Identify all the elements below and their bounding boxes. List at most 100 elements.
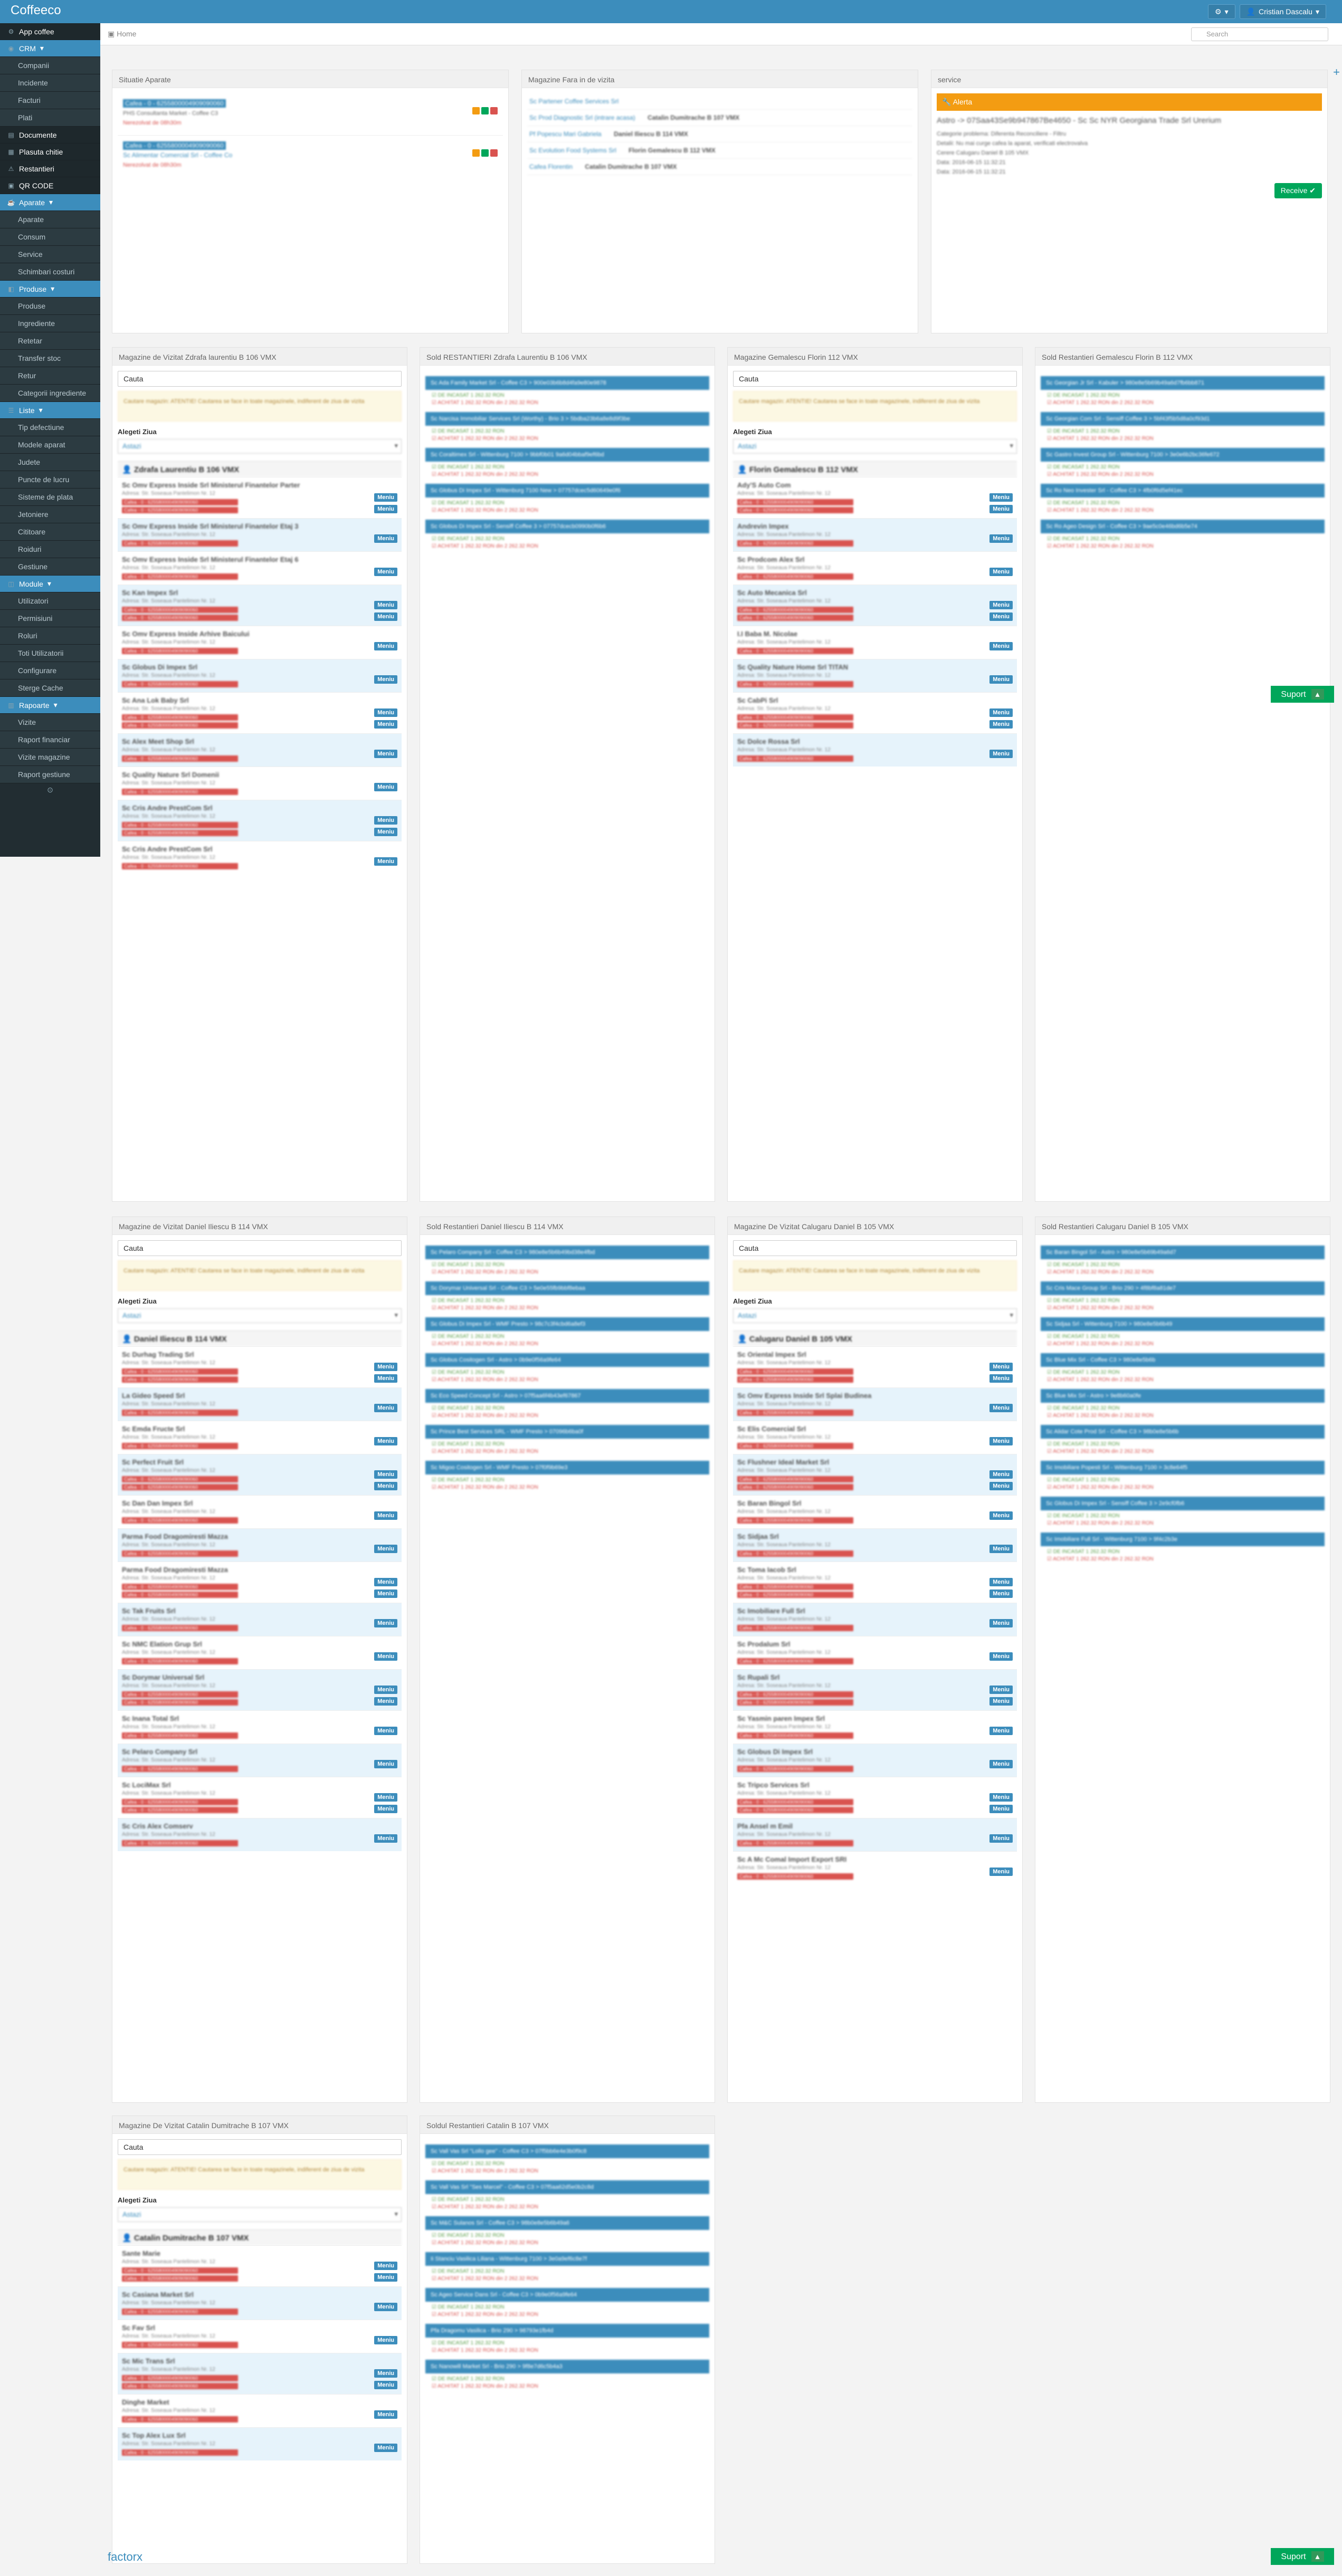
menu-button[interactable]: Meniu bbox=[374, 750, 397, 758]
debtor-machine[interactable]: Pfa Dragomu Vasilica - Brio 290 > 98793e… bbox=[425, 2324, 709, 2338]
debtor-machine[interactable]: Sc Sidjaa Srl - Wittenburg 7100 > 980e8e… bbox=[1041, 1317, 1325, 1331]
list-item[interactable]: Sc Mic Trans Srl Adresa: Str. Soseaua Pan… bbox=[118, 2353, 402, 2394]
debtor-machine[interactable]: Sc Nanowill Market Srl - Brio 290 > 9f8e… bbox=[425, 2360, 709, 2373]
menu-button[interactable]: Meniu bbox=[374, 675, 397, 684]
debtor-machine[interactable]: Sc Alidar Cote Prod Srl - Coffee C3 > 98… bbox=[1041, 1425, 1325, 1439]
unvisited-shop-row[interactable]: Sc Partener Coffee Services Srl bbox=[527, 93, 912, 110]
list-item[interactable]: Sc Cris Andre PrestCom Srl Adresa: Str. S… bbox=[118, 800, 402, 841]
menu-button[interactable]: Meniu bbox=[989, 1697, 1013, 1706]
sidebar-item[interactable]: ⚠ Restantieri bbox=[0, 160, 100, 177]
list-item[interactable]: Sc A Mc Comal Import Export SRI Adresa: S… bbox=[733, 1851, 1017, 1884]
list-item[interactable]: Sc Dorymar Universal Srl Adresa: Str. Sos… bbox=[118, 1669, 402, 1710]
sidebar-item[interactable]: Consum bbox=[0, 228, 100, 246]
menu-button[interactable]: Meniu bbox=[374, 505, 397, 513]
search-input[interactable]: Cauta bbox=[118, 2139, 402, 2155]
support-button-bottom[interactable]: Suport ▴ bbox=[1271, 2548, 1334, 2565]
collapse-sidebar-icon[interactable]: ⊙ bbox=[47, 786, 53, 794]
sidebar-item[interactable]: Roluri bbox=[0, 627, 100, 645]
menu-button[interactable]: Meniu bbox=[374, 1437, 397, 1445]
list-item[interactable]: Sc Cris Alex Comserv Adresa: Str. Soseaua… bbox=[118, 1818, 402, 1851]
list-item[interactable]: Sc Sidjaa Srl Adresa: Str. Soseaua Pantel… bbox=[733, 1528, 1017, 1562]
menu-button[interactable]: Meniu bbox=[374, 601, 397, 609]
menu-button[interactable]: Meniu bbox=[374, 1652, 397, 1661]
sidebar-item[interactable]: Aparate bbox=[0, 211, 100, 228]
menu-button[interactable]: Meniu bbox=[374, 1363, 397, 1371]
list-item[interactable]: Sc Kan Impex Srl Adresa: Str. Soseaua Pan… bbox=[118, 585, 402, 626]
list-item[interactable]: Sc Durhag Trading Srl Adresa: Str. Soseau… bbox=[118, 1346, 402, 1387]
debtor-machine[interactable]: Ii Stanciu Vasilica Liliana - Wittenburg… bbox=[425, 2252, 709, 2266]
debtor-machine[interactable]: Sc Vall Vas Srl "Lollo gee" - Coffee C3 … bbox=[425, 2144, 709, 2158]
list-item[interactable]: Pfa Ansel m Emil Adresa: Str. Soseaua Pan… bbox=[733, 1818, 1017, 1851]
menu-button[interactable]: Meniu bbox=[989, 675, 1013, 684]
menu-button[interactable]: Meniu bbox=[989, 1652, 1013, 1661]
debtor-machine[interactable]: Sc Eco Speed Concept Srl - Astro > 07f5a… bbox=[425, 1389, 709, 1403]
shop-link[interactable]: Cafea Florentin bbox=[529, 163, 573, 170]
sidebar-item[interactable]: Configurare bbox=[0, 662, 100, 679]
list-item[interactable]: Ady'S Auto Com Adresa: Str. Soseaua Pante… bbox=[733, 477, 1017, 518]
list-item[interactable]: Sc Fav Srl Adresa: Str. Soseaua Pantelimo… bbox=[118, 2320, 402, 2353]
menu-button[interactable]: Meniu bbox=[989, 1793, 1013, 1802]
day-select[interactable]: Astazi bbox=[118, 1308, 402, 1323]
menu-button[interactable]: Meniu bbox=[989, 1619, 1013, 1627]
list-item[interactable]: I.I Baba M. Nicolae Adresa: Str. Soseaua … bbox=[733, 626, 1017, 659]
menu-button[interactable]: Meniu bbox=[374, 1404, 397, 1412]
sidebar-item[interactable]: ◧ Produse ▾ bbox=[0, 281, 100, 298]
list-item[interactable]: Sc Elis Comercial Srl Adresa: Str. Soseau… bbox=[733, 1421, 1017, 1454]
sidebar-item[interactable]: Retur bbox=[0, 367, 100, 385]
menu-button[interactable]: Meniu bbox=[989, 642, 1013, 650]
menu-button[interactable]: Meniu bbox=[374, 1686, 397, 1694]
sidebar-item[interactable]: ▦ Plasuta chitie bbox=[0, 143, 100, 160]
debtor-machine[interactable]: Sc Globus Di Impex Srl - Wittenburg 7100… bbox=[425, 484, 709, 497]
menu-button[interactable]: Meniu bbox=[989, 1868, 1013, 1876]
menu-button[interactable]: Meniu bbox=[989, 1589, 1013, 1598]
debtor-machine[interactable]: Sc M&C Sulanos Srl - Coffee C3 > 98b0e8e… bbox=[425, 2216, 709, 2230]
menu-button[interactable]: Meniu bbox=[374, 2410, 397, 2419]
sidebar-item[interactable]: ▥ Rapoarte ▾ bbox=[0, 697, 100, 714]
user-menu[interactable]: 👤 Cristian Dascalu ▾ bbox=[1239, 4, 1326, 19]
debtor-machine[interactable]: Sc Imobiliare Full Srl - Wittenburg 7100… bbox=[1041, 1533, 1325, 1546]
menu-button[interactable]: Meniu bbox=[989, 1760, 1013, 1768]
debtor-machine[interactable]: Sc Prince Best Services SRL - WMF Presto… bbox=[425, 1425, 709, 1439]
day-select[interactable]: Astazi bbox=[733, 1308, 1017, 1323]
search-input[interactable]: Cauta bbox=[118, 1240, 402, 1256]
debtor-machine[interactable]: Sc Globus Di Impex Srl - Sensiff Coffee … bbox=[425, 520, 709, 533]
menu-button[interactable]: Meniu bbox=[374, 1805, 397, 1813]
sidebar-item[interactable]: Retetar bbox=[0, 332, 100, 350]
debtor-machine[interactable]: Sc Ageo Service Dans Srl - Coffee C3 > 0… bbox=[425, 2288, 709, 2302]
menu-button[interactable]: Meniu bbox=[374, 642, 397, 650]
sidebar-item[interactable]: Companii bbox=[0, 57, 100, 74]
menu-button[interactable]: Meniu bbox=[989, 493, 1013, 502]
sidebar-item[interactable]: Raport gestiune bbox=[0, 766, 100, 783]
sidebar-item[interactable]: Ingrediente bbox=[0, 315, 100, 332]
menu-button[interactable]: Meniu bbox=[374, 1619, 397, 1627]
list-item[interactable]: Andrevin Impex Adresa: Str. Soseaua Pante… bbox=[733, 518, 1017, 551]
menu-button[interactable]: Meniu bbox=[374, 1697, 397, 1706]
menu-button[interactable]: Meniu bbox=[374, 1834, 397, 1843]
day-select[interactable]: Astazi bbox=[118, 2207, 402, 2222]
list-item[interactable]: Sc Omv Express Inside Srl Ministerul Fin… bbox=[118, 477, 402, 518]
sidebar-item[interactable]: Gestiune bbox=[0, 558, 100, 576]
machine-client[interactable]: Sc Alimentar Comercial Srl - Coffee Co bbox=[123, 151, 233, 159]
menu-button[interactable]: Meniu bbox=[989, 568, 1013, 576]
list-item[interactable]: La Gideo Speed Srl Adresa: Str. Soseaua P… bbox=[118, 1387, 402, 1421]
shop-link[interactable]: Sc Evolution Food Systems Srl bbox=[529, 147, 616, 154]
menu-button[interactable]: Meniu bbox=[374, 1511, 397, 1520]
sidebar-item[interactable]: ☰ Liste ▾ bbox=[0, 402, 100, 419]
menu-button[interactable]: Meniu bbox=[374, 2273, 397, 2282]
debtor-machine[interactable]: Sc Baran Bingol Srl - Astro > 980e8e5b69… bbox=[1041, 1246, 1325, 1259]
menu-button[interactable]: Meniu bbox=[989, 1363, 1013, 1371]
sidebar-item[interactable]: ▣ QR CODE bbox=[0, 177, 100, 194]
menu-button[interactable]: Meniu bbox=[989, 1727, 1013, 1735]
sidebar-item[interactable]: Jetoniere bbox=[0, 506, 100, 523]
menu-button[interactable]: Meniu bbox=[374, 568, 397, 576]
list-item[interactable]: Sc Casiana Market Srl Adresa: Str. Soseau… bbox=[118, 2286, 402, 2320]
shop-link[interactable]: Pf Popescu Mari Gabriela bbox=[529, 130, 602, 138]
debtor-machine[interactable]: Sc Globus Di Impex Srl - Sensiff Coffee … bbox=[1041, 1497, 1325, 1510]
list-item[interactable]: Sc LociMax Srl Adresa: Str. Soseaua Pante… bbox=[118, 1777, 402, 1818]
machine-code[interactable]: Cafea - 0 - 6255800004909090060 bbox=[123, 99, 226, 108]
day-select[interactable]: Astazi bbox=[118, 439, 402, 454]
debtor-machine[interactable]: Sc Ro Ageo Design Srl - Coffee C3 > 9ae5… bbox=[1041, 520, 1325, 533]
menu-button[interactable]: Meniu bbox=[374, 2303, 397, 2311]
sidebar-item[interactable]: Utilizatori bbox=[0, 592, 100, 610]
sidebar-item[interactable]: Cititoare bbox=[0, 523, 100, 541]
